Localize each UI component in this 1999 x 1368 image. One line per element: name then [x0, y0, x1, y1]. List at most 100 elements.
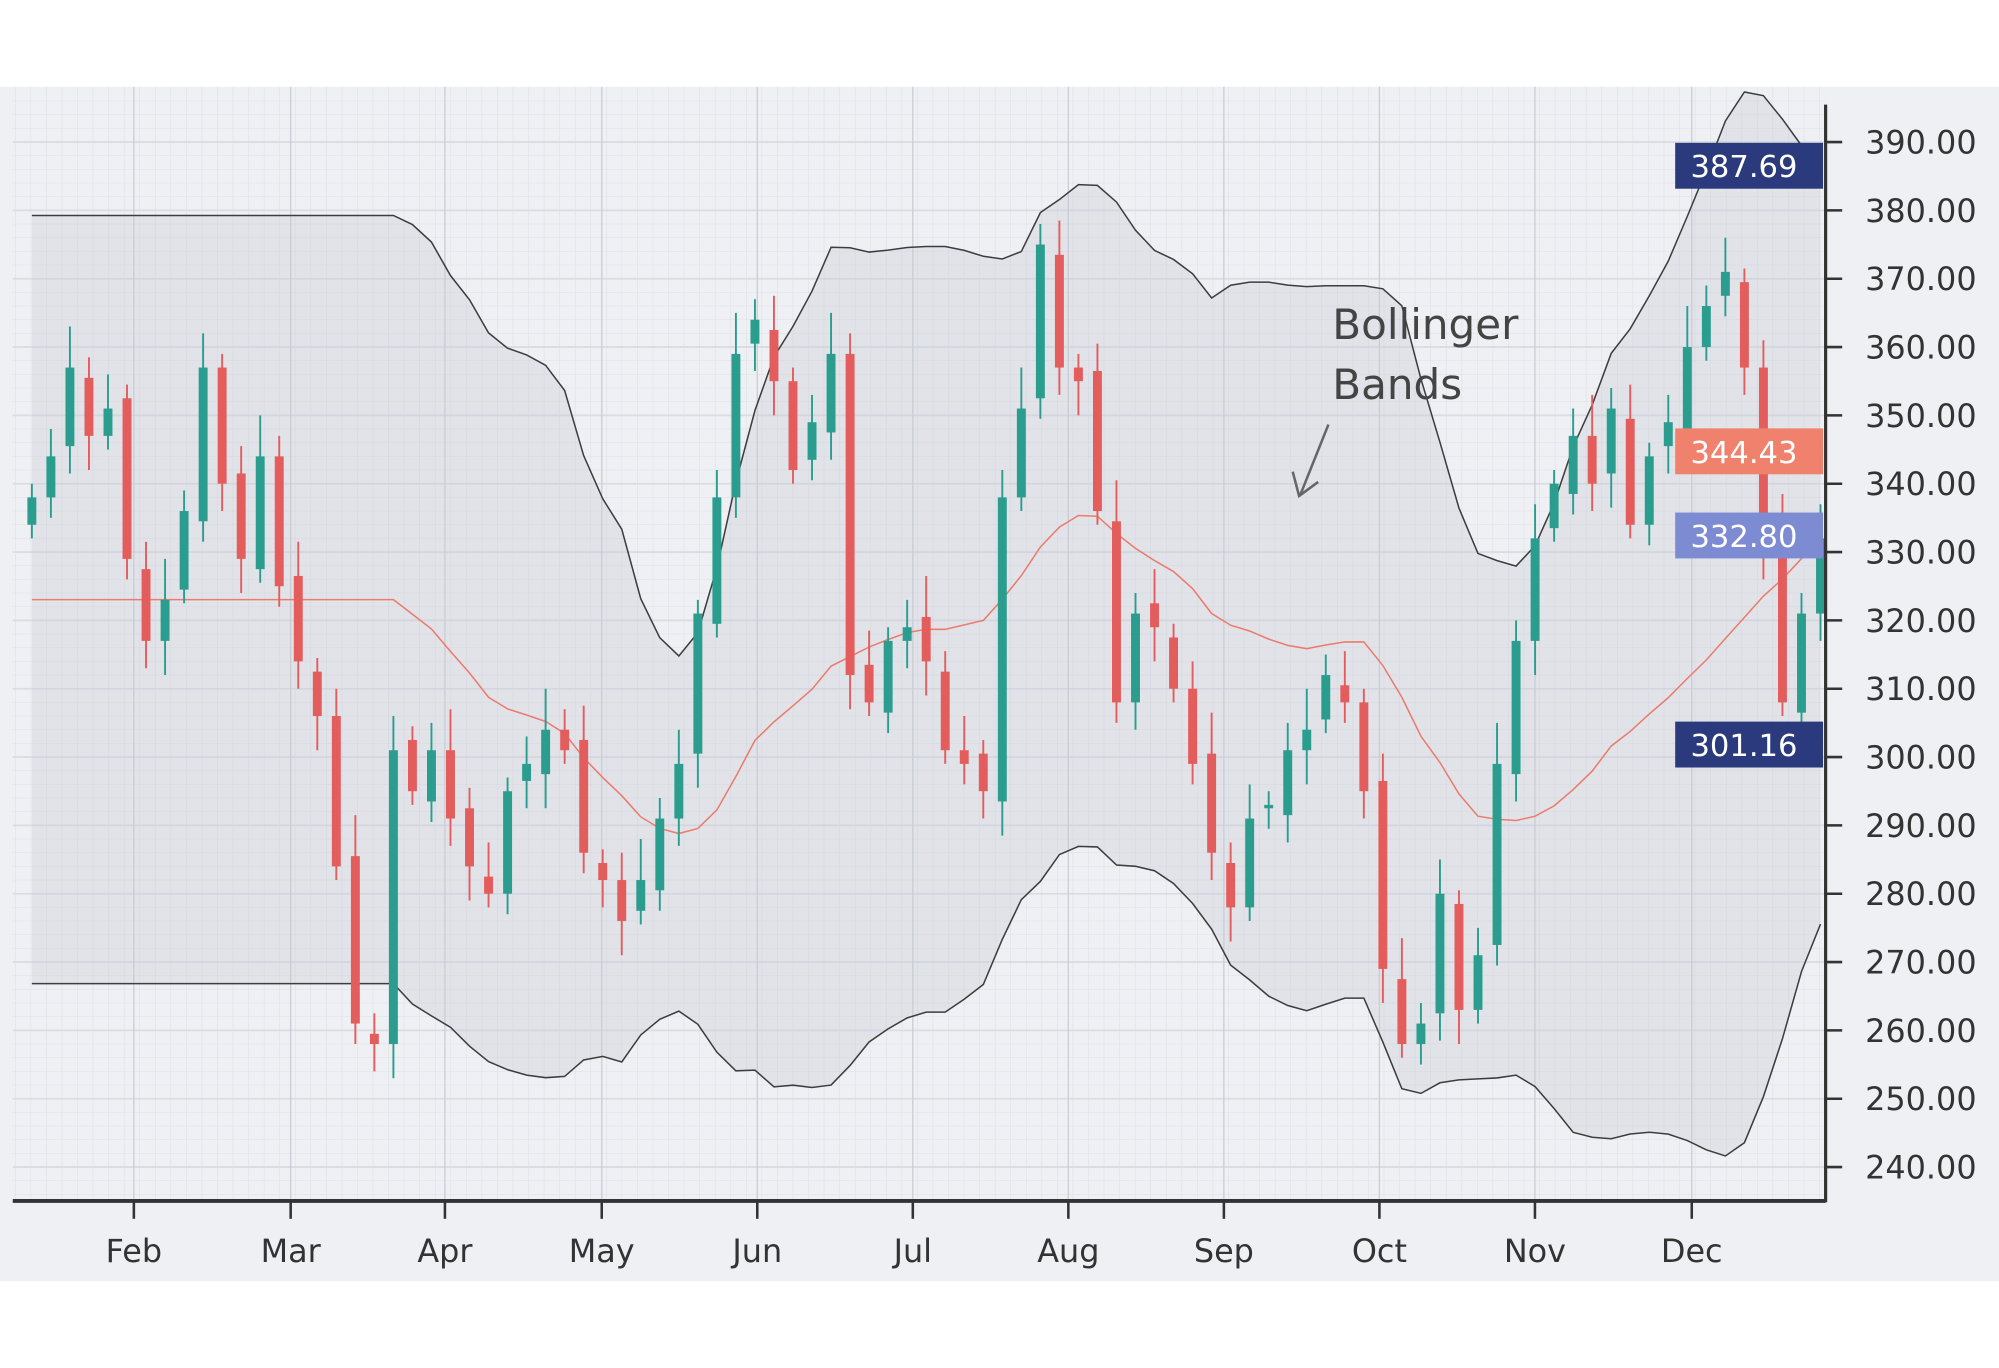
price-label-bg — [1675, 142, 1824, 189]
candle-body — [769, 329, 779, 382]
candle-body — [350, 856, 360, 1024]
candle — [122, 384, 132, 580]
candle — [1131, 593, 1140, 730]
candle-body — [84, 377, 94, 436]
candle-body — [541, 729, 551, 775]
candle — [807, 394, 817, 481]
candle — [1207, 712, 1217, 881]
x-tick-label: Sep — [1194, 1232, 1254, 1270]
candle-body — [369, 1033, 379, 1045]
candle-body — [617, 880, 627, 922]
candle — [1511, 620, 1521, 802]
candle — [484, 842, 494, 908]
candle-body — [522, 763, 532, 781]
x-tick-label: Nov — [1504, 1232, 1566, 1270]
candle — [1188, 661, 1198, 785]
candle-body — [236, 473, 246, 559]
x-tick-label: May — [569, 1232, 635, 1270]
candle-body — [1112, 521, 1121, 703]
candle — [921, 575, 931, 696]
candle — [1663, 394, 1673, 474]
price-label-bg — [1675, 512, 1824, 559]
candle-body — [1587, 435, 1597, 484]
candle-body — [1435, 893, 1445, 1014]
y-tick-label: 270.00 — [1865, 944, 1976, 982]
candle-body — [446, 750, 455, 819]
candle — [1264, 791, 1274, 829]
candle-body — [883, 640, 893, 713]
candle-body — [636, 880, 646, 911]
candle-body — [1511, 640, 1521, 775]
candle — [1073, 353, 1083, 416]
y-tick-label: 290.00 — [1865, 807, 1976, 845]
candle-body — [160, 599, 170, 641]
candle — [579, 705, 589, 874]
candle — [959, 716, 969, 785]
candle — [845, 333, 855, 710]
candle — [731, 312, 741, 518]
price-labels: 387.69 344.43 332.80 301.16 — [1675, 142, 1824, 768]
price-label-text: 387.69 — [1690, 150, 1797, 185]
candle — [1701, 285, 1711, 361]
candle-body — [1397, 979, 1407, 1045]
candle — [350, 815, 360, 1045]
y-tick-label: 390.00 — [1865, 124, 1976, 162]
candle-body — [27, 497, 37, 525]
candle — [198, 333, 208, 542]
candle — [1340, 651, 1350, 723]
candle — [997, 470, 1007, 836]
candle-body — [1340, 685, 1350, 703]
candle-body — [579, 739, 589, 853]
candle-body — [1739, 282, 1749, 368]
candle-body — [1207, 753, 1217, 853]
candle — [465, 787, 474, 901]
annotation-line-2: Bands — [1332, 360, 1462, 409]
candle — [1625, 384, 1635, 539]
y-tick-label: 320.00 — [1865, 602, 1976, 640]
candle — [1035, 224, 1045, 419]
candle-body — [731, 353, 741, 498]
candle-body — [788, 381, 798, 471]
candle-body — [274, 456, 284, 587]
candle — [560, 709, 570, 764]
candle — [541, 688, 551, 809]
candle — [46, 429, 56, 518]
candle — [1359, 688, 1369, 819]
candle-body — [179, 511, 189, 590]
candle-body — [598, 862, 608, 881]
candle-body — [312, 671, 322, 717]
candle-body — [1530, 538, 1540, 641]
candle-body — [1644, 456, 1654, 525]
candle-body — [826, 353, 836, 433]
candle — [522, 736, 532, 809]
y-tick-label: 240.00 — [1865, 1149, 1976, 1187]
candle — [1016, 367, 1026, 512]
candle-body — [1016, 408, 1026, 498]
last-price-price-label: 332.80 — [1675, 512, 1824, 559]
candle — [598, 849, 608, 908]
candle — [788, 367, 798, 484]
x-tick-label: Mar — [261, 1232, 322, 1270]
candle — [864, 630, 874, 717]
candle-body — [1245, 818, 1255, 908]
price-label-text: 332.80 — [1690, 520, 1797, 555]
candle — [769, 295, 779, 416]
candle-body — [388, 750, 398, 1045]
candle-body — [1492, 763, 1502, 945]
candle-body — [465, 808, 474, 867]
candle-body — [940, 671, 950, 751]
y-tick-label: 380.00 — [1865, 192, 1976, 230]
candle — [388, 716, 398, 1079]
candle — [27, 483, 37, 539]
candle-body — [1054, 254, 1064, 368]
candle — [369, 1013, 379, 1072]
candle — [1321, 654, 1331, 734]
candle — [1797, 593, 1806, 734]
candle — [1302, 688, 1312, 785]
candle-body — [1473, 955, 1483, 1010]
x-tick-label: Jun — [730, 1232, 782, 1270]
candle — [693, 599, 703, 788]
candle-body — [921, 616, 931, 662]
candle-body — [141, 569, 151, 641]
candle — [1054, 220, 1064, 395]
